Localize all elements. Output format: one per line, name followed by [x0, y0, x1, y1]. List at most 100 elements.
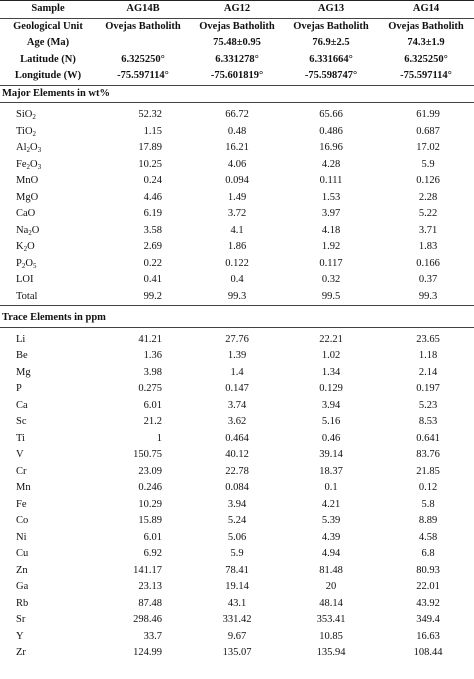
element-name: Ga — [16, 581, 29, 592]
element-name: Zn — [16, 564, 28, 576]
value-cell: 0.147 — [225, 383, 249, 394]
header-value: -75.597114° — [96, 68, 190, 86]
header-row: Latitude (N) 6.325250° 6.331278° 6.331664° 6… — [0, 52, 474, 69]
value-cell: 135.94 — [316, 647, 346, 658]
trace-element-row: Mn 0.246 0.084 0.1 0.12 — [0, 480, 474, 497]
value-cell: 0.275 — [138, 383, 162, 394]
value-cell: 0.084 — [225, 482, 249, 493]
value-cell: 141.17 — [133, 564, 162, 576]
value-cell: 21.85 — [416, 465, 440, 477]
value-cell: 23.13 — [138, 581, 162, 592]
trace-element-row: Ni 6.01 5.06 4.39 4.58 — [0, 530, 474, 547]
element-name: P2O5 — [0, 256, 96, 273]
trace-element-row: Co 15.89 5.24 5.39 8.89 — [0, 513, 474, 530]
header-value: 6.325250° — [404, 53, 448, 65]
value-cell: 10.85 — [319, 630, 343, 642]
value-cell: 3.62 — [227, 416, 247, 427]
value-cell: 108.44 — [413, 647, 443, 658]
element-name: Na2O — [0, 223, 96, 240]
formula-part: K — [16, 241, 24, 252]
element-name: Y — [16, 630, 24, 642]
formula-subscript: 2 — [32, 113, 36, 121]
value-cell: 4.1 — [230, 224, 244, 236]
header-value: AG12 — [190, 0, 284, 19]
header-label: Age (Ma) — [26, 37, 70, 48]
value-cell: 39.14 — [319, 449, 343, 460]
formula-subscript: 2 — [26, 162, 31, 171]
value-cell: 0.1 — [324, 482, 338, 493]
header-value: AG14 — [378, 0, 474, 19]
value-cell: 40.12 — [225, 449, 249, 460]
value-cell: 83.76 — [416, 449, 440, 460]
value-cell: 18.37 — [319, 465, 343, 477]
value-cell: 16.96 — [319, 142, 343, 153]
section-title: Major Elements in wt% — [0, 85, 474, 103]
element-name: TiO2 — [0, 124, 96, 141]
header-value: Ovejas Batholith — [293, 20, 369, 32]
value-cell: 0.111 — [319, 175, 343, 186]
element-name: Be — [16, 350, 28, 361]
major-element-row: Total 99.2 99.3 99.5 99.3 — [0, 288, 474, 306]
formula-part: SiO — [16, 109, 33, 120]
value-cell: 20 — [325, 581, 337, 592]
element-name: Fe — [16, 498, 27, 510]
header-value: 75.48±0.95 — [213, 37, 261, 48]
value-cell: 0.12 — [418, 482, 438, 493]
formula-part: Na — [16, 224, 29, 236]
value-cell: 22.78 — [225, 465, 249, 477]
value-cell: 43.1 — [227, 597, 247, 609]
formula-part: O — [27, 241, 35, 252]
value-cell: 0.197 — [416, 383, 440, 394]
major-element-row: MgO 4.46 1.49 1.53 2.28 — [0, 190, 474, 207]
formula-subscript: 2 — [26, 146, 31, 154]
trace-element-row: Y 33.7 9.67 10.85 16.63 — [0, 629, 474, 646]
formula-part: O — [25, 257, 33, 269]
value-cell: 2.28 — [418, 191, 438, 203]
value-cell: 3.58 — [143, 224, 162, 236]
value-cell: 6.01 — [143, 531, 162, 543]
value-cell: 1 — [156, 432, 162, 444]
header-value: AG14B — [96, 0, 190, 19]
element-name: Total — [0, 288, 96, 306]
major-element-row: CaO 6.19 3.72 3.97 5.22 — [0, 206, 474, 223]
value-cell: 43.92 — [416, 597, 440, 609]
value-cell: 3.97 — [321, 208, 341, 219]
value-cell: 3.94 — [321, 399, 341, 411]
value-cell: 6.8 — [421, 548, 435, 559]
value-cell: 52.32 — [138, 109, 162, 120]
value-cell: 21.2 — [143, 416, 162, 427]
formula-subscript: 3 — [37, 146, 42, 154]
element-name: Al2O3 — [0, 140, 96, 157]
value-cell: 0.641 — [416, 432, 440, 444]
value-cell: 353.41 — [316, 614, 346, 625]
trace-element-row: Cu 6.92 5.9 4.94 6.8 — [0, 546, 474, 563]
value-cell: 0.122 — [225, 257, 249, 269]
major-element-row: LOI 0.41 0.4 0.32 0.37 — [0, 272, 474, 289]
header-value: 74.3±1.9 — [407, 37, 445, 48]
value-cell: 33.7 — [143, 630, 162, 642]
trace-element-row: Zn 141.17 78.41 81.48 80.93 — [0, 563, 474, 580]
value-cell: 3.94 — [227, 498, 247, 510]
formula-part: O — [31, 224, 40, 236]
value-cell: 17.02 — [416, 142, 440, 153]
value-cell: 16.21 — [225, 142, 249, 153]
element-name: Co — [16, 515, 29, 526]
value-cell: 10.25 — [138, 158, 162, 170]
value-cell: 5.8 — [421, 498, 435, 510]
element-name: Sc — [16, 416, 27, 427]
header-value: Ovejas Batholith — [105, 20, 181, 32]
formula-part: P — [16, 257, 22, 269]
value-cell: 6.92 — [143, 548, 162, 559]
formula-subscript: 2 — [23, 245, 28, 253]
element-name: Cr — [16, 465, 27, 477]
value-cell: 99.3 — [190, 288, 284, 306]
major-element-row: SiO2 52.32 66.72 65.66 61.99 — [0, 107, 474, 124]
value-cell: 1.36 — [143, 350, 162, 361]
header-label: Sample — [0, 0, 96, 19]
header-row: Longitude (W) -75.597114° -75.601819° -75.5… — [0, 68, 474, 86]
trace-element-row: Sc 21.2 3.62 5.16 8.53 — [0, 414, 474, 431]
value-cell: 22.21 — [319, 333, 343, 345]
value-cell: 0.117 — [319, 257, 343, 269]
value-cell: 0.37 — [418, 274, 438, 285]
